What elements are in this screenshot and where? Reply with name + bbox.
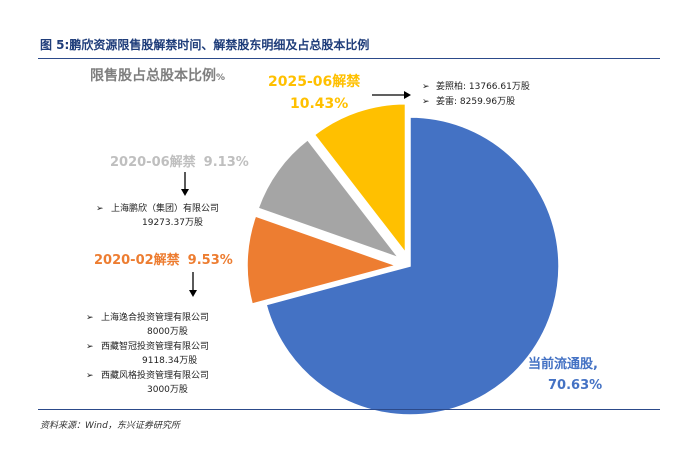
- pie-slices: [246, 102, 560, 416]
- chart-title: 限售股占总股本比例%: [90, 67, 225, 84]
- arrowhead-2025-06: [404, 91, 411, 99]
- label-current: 当前流通股,: [528, 356, 598, 372]
- footer-rule: [38, 409, 660, 410]
- label-2025-06: 2025-06解禁: [268, 73, 360, 90]
- shares-xizang-fengge: 3000万股: [147, 384, 188, 395]
- pie-slice-jun2020: [257, 138, 401, 260]
- holder-shanghai-yihe: 上海逸合投资管理有限公司: [101, 311, 209, 323]
- holder-pengxin-group: 上海鹏欣（集团）有限公司: [111, 202, 219, 214]
- bullet-2025-06-1: ➢: [422, 97, 430, 107]
- pie-slice-jun2025: [313, 102, 407, 255]
- shares-pengxin-group: 19273.37万股: [142, 217, 203, 228]
- title-rule: [38, 58, 660, 59]
- label-2020-06: 2020-06解禁 9.13%: [110, 154, 249, 170]
- bullet-2020-02-1: ➢: [86, 342, 94, 352]
- shares-shanghai-yihe: 8000万股: [147, 326, 188, 337]
- bullet-2020-02-0: ➢: [86, 313, 94, 323]
- shares-xizang-zhiguan: 9118.34万股: [142, 355, 197, 366]
- pie-slice-current: [265, 116, 560, 416]
- holder-xizang-zhiguan: 西藏智冠投资管理有限公司: [101, 340, 209, 352]
- arrowhead-2020-02: [189, 290, 197, 297]
- value-current: 70.63%: [548, 378, 602, 393]
- source-note: 资料来源：Wind，东兴证券研究所: [40, 421, 180, 431]
- holder-jiang-zhaobai: 姜照柏: 13766.61万股: [436, 80, 530, 92]
- label-2020-02: 2020-02解禁 9.53%: [94, 252, 233, 268]
- arrowhead-2020-06: [181, 189, 189, 196]
- bullet-2025-06-0: ➢: [422, 82, 430, 92]
- bullet-2020-06-0: ➢: [96, 204, 104, 214]
- bullet-2020-02-2: ➢: [86, 371, 94, 381]
- holder-xizang-fengge: 西藏风格投资管理有限公司: [101, 369, 209, 381]
- value-2025-06: 10.43%: [290, 96, 348, 112]
- holder-jiang-lei: 姜雷: 8259.96万股: [436, 95, 515, 107]
- pie-slice-feb2020: [246, 215, 399, 305]
- figure-title: 图 5:鹏欣资源限售股解禁时间、解禁股东明细及占总股本比例: [40, 38, 370, 52]
